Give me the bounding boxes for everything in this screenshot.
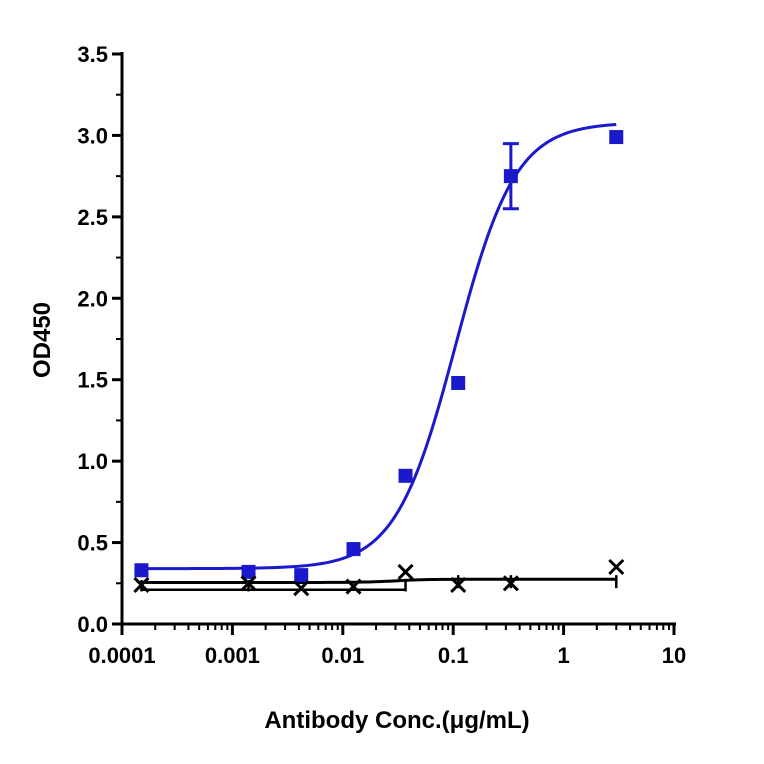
series-2-point — [608, 558, 625, 576]
x-tick-label: 0.001 — [205, 643, 260, 668]
series-2-point — [293, 580, 310, 597]
x-tick-label: 0.01 — [321, 643, 364, 668]
series-2-point — [133, 576, 150, 593]
x-tick-label: 10 — [662, 643, 686, 668]
y-tick-label: 3.0 — [77, 123, 108, 148]
series-2-point — [345, 578, 362, 595]
series-1-fit-curve — [141, 122, 617, 571]
x-tick-label: 1 — [557, 643, 569, 668]
series-1-point — [503, 169, 518, 184]
series-2-point — [502, 575, 519, 592]
series-2-point — [397, 563, 414, 580]
series-2-point — [450, 576, 467, 593]
series-1-point — [134, 563, 149, 578]
y-tick-label: 1.5 — [77, 368, 108, 393]
series-1-point — [294, 568, 309, 583]
plot-area — [133, 122, 625, 597]
y-tick-label: 0.0 — [77, 612, 108, 637]
axes: 0.0 0.5 1.0 1.5 2.0 2.5 3.0 3.5 0.0001 0.001 0.01 0… — [77, 42, 686, 668]
x-tick-label: 0.0001 — [88, 643, 155, 668]
y-tick-label: 2.5 — [77, 205, 108, 230]
series-2-point — [240, 575, 257, 592]
series-2-fit-curve — [141, 577, 617, 584]
series-1-point — [451, 375, 466, 390]
x-tick-label: 0.1 — [438, 643, 469, 668]
series-1-point — [398, 468, 413, 483]
y-axis-title: OD450 — [29, 302, 56, 378]
series-1-point — [609, 130, 624, 145]
x-axis-title: Antibody Conc.(μg/mL) — [264, 707, 529, 734]
y-tick-label: 0.5 — [77, 531, 108, 556]
y-tick-label: 2.0 — [77, 286, 108, 311]
series-1-point — [346, 542, 361, 557]
series-1-point — [241, 564, 256, 579]
y-tick-label: 1.0 — [77, 449, 108, 474]
y-tick-label: 3.5 — [77, 42, 108, 67]
